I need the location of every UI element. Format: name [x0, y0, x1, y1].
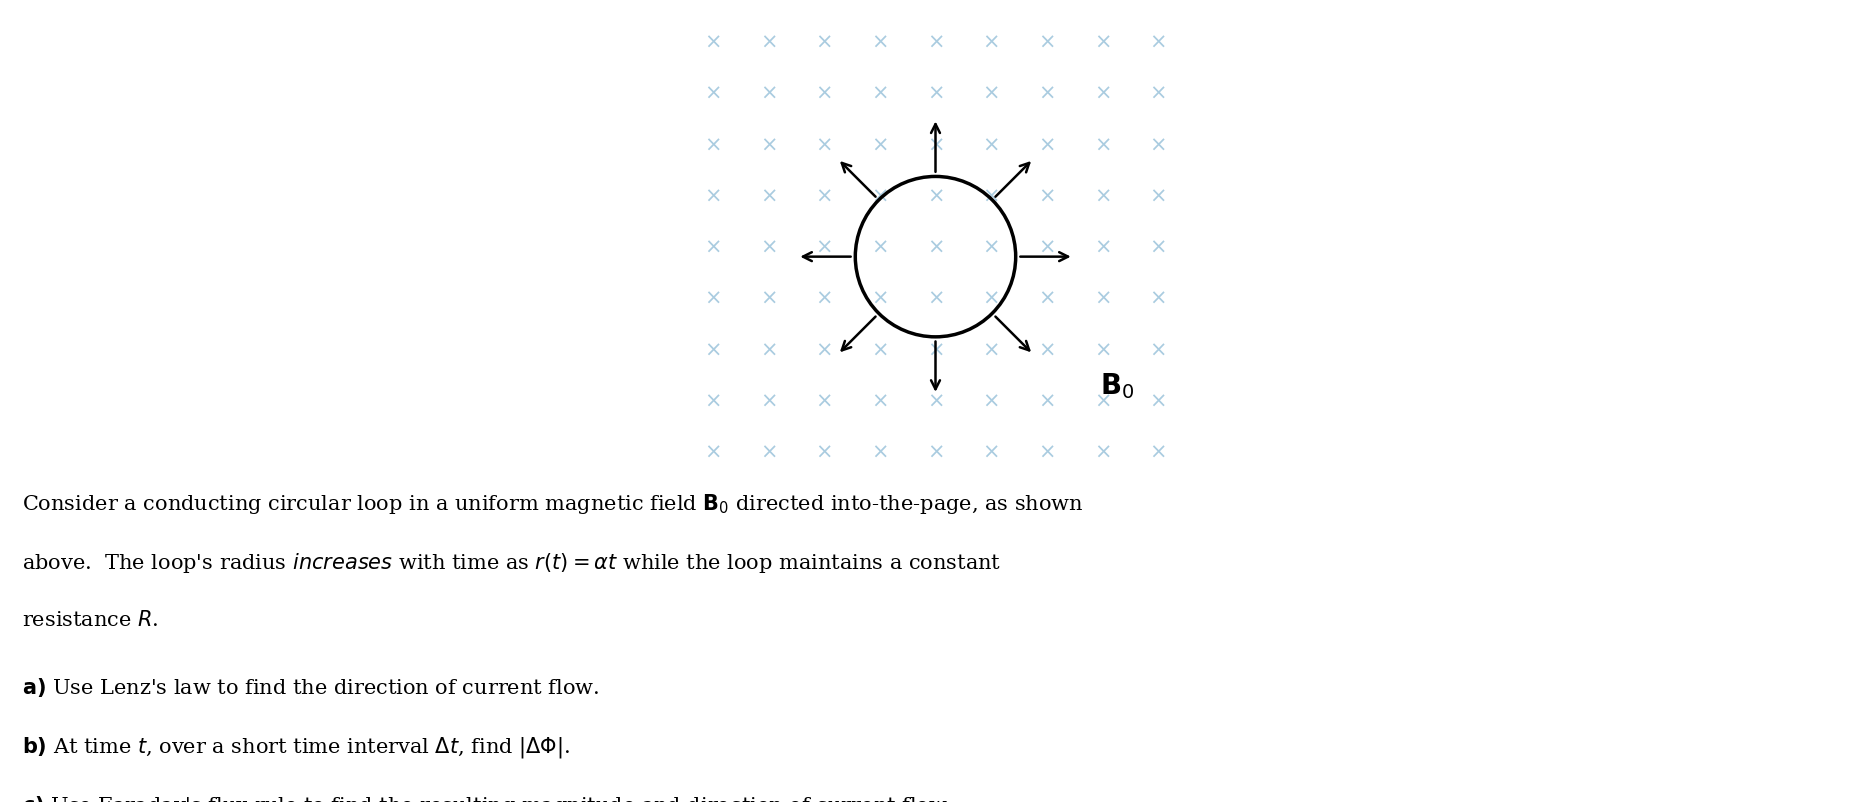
Text: ×: × — [1095, 33, 1111, 53]
Text: ×: × — [1038, 84, 1055, 104]
Text: ×: × — [703, 340, 722, 360]
Text: ×: × — [1095, 237, 1111, 257]
Text: ×: × — [982, 33, 999, 53]
Text: ×: × — [982, 237, 999, 257]
Text: ×: × — [816, 289, 833, 309]
Text: ×: × — [1149, 187, 1168, 206]
Text: ×: × — [1095, 289, 1111, 309]
Text: ×: × — [1095, 84, 1111, 104]
Text: ×: × — [760, 237, 776, 257]
Text: ×: × — [982, 289, 999, 309]
Text: ×: × — [872, 443, 889, 463]
Text: ×: × — [816, 443, 833, 463]
Text: ×: × — [760, 289, 776, 309]
Text: ×: × — [1149, 340, 1168, 360]
Text: ×: × — [1038, 237, 1055, 257]
Text: ×: × — [1038, 187, 1055, 206]
Text: ×: × — [872, 237, 889, 257]
Text: ×: × — [982, 136, 999, 156]
Text: $\mathbf{B}_0$: $\mathbf{B}_0$ — [1100, 371, 1134, 401]
Text: ×: × — [926, 136, 945, 156]
Text: ×: × — [1149, 391, 1168, 411]
Text: ×: × — [760, 33, 776, 53]
Text: ×: × — [703, 289, 722, 309]
Text: ×: × — [816, 84, 833, 104]
Text: ×: × — [760, 136, 776, 156]
Text: $\mathbf{a)}$ Use Lenz's law to find the direction of current flow.: $\mathbf{a)}$ Use Lenz's law to find the… — [22, 675, 601, 699]
Text: ×: × — [1149, 33, 1168, 53]
Text: ×: × — [703, 84, 722, 104]
Text: resistance $R$.: resistance $R$. — [22, 610, 159, 630]
Text: ×: × — [1095, 136, 1111, 156]
Text: ×: × — [1149, 289, 1168, 309]
Text: ×: × — [816, 136, 833, 156]
Text: ×: × — [872, 340, 889, 360]
Text: ×: × — [926, 340, 945, 360]
Text: ×: × — [760, 443, 776, 463]
Text: ×: × — [1038, 340, 1055, 360]
Text: ×: × — [1095, 187, 1111, 206]
Text: ×: × — [872, 33, 889, 53]
Text: Consider a conducting circular loop in a uniform magnetic field $\mathbf{B}_0$ d: Consider a conducting circular loop in a… — [22, 492, 1083, 516]
Text: ×: × — [926, 33, 945, 53]
Text: ×: × — [703, 391, 722, 411]
Text: ×: × — [816, 237, 833, 257]
Text: ×: × — [1038, 33, 1055, 53]
Text: ×: × — [760, 187, 776, 206]
Text: ×: × — [982, 84, 999, 104]
Text: ×: × — [1095, 443, 1111, 463]
Text: ×: × — [1038, 443, 1055, 463]
Text: ×: × — [1149, 136, 1168, 156]
Text: $\mathbf{b)}$ At time $t$, over a short time interval $\Delta t$, find $|\Delta\: $\mathbf{b)}$ At time $t$, over a short … — [22, 735, 571, 759]
Text: ×: × — [1038, 136, 1055, 156]
Text: above.  The loop's radius $\mathit{increases}$ with time as $r(t) = \alpha t$ wh: above. The loop's radius $\mathit{increa… — [22, 551, 1001, 575]
Text: ×: × — [760, 84, 776, 104]
Text: ×: × — [872, 136, 889, 156]
Text: ×: × — [760, 340, 776, 360]
Text: ×: × — [760, 391, 776, 411]
Text: ×: × — [982, 443, 999, 463]
Text: ×: × — [1095, 340, 1111, 360]
Text: ×: × — [816, 33, 833, 53]
Text: ×: × — [926, 187, 945, 206]
Text: ×: × — [926, 289, 945, 309]
Text: ×: × — [703, 187, 722, 206]
Text: ×: × — [703, 33, 722, 53]
Text: ×: × — [1095, 391, 1111, 411]
Text: ×: × — [872, 84, 889, 104]
Text: ×: × — [703, 237, 722, 257]
Text: ×: × — [872, 289, 889, 309]
Text: ×: × — [1038, 391, 1055, 411]
Text: ×: × — [1038, 289, 1055, 309]
Text: ×: × — [872, 187, 889, 206]
Text: ×: × — [1149, 84, 1168, 104]
Text: ×: × — [816, 187, 833, 206]
Text: ×: × — [926, 443, 945, 463]
Text: ×: × — [926, 237, 945, 257]
Text: ×: × — [982, 187, 999, 206]
Text: ×: × — [1149, 443, 1168, 463]
Text: ×: × — [982, 391, 999, 411]
Text: ×: × — [982, 340, 999, 360]
Text: ×: × — [1149, 237, 1168, 257]
Text: ×: × — [926, 391, 945, 411]
Text: ×: × — [703, 443, 722, 463]
Text: ×: × — [872, 391, 889, 411]
Text: ×: × — [816, 391, 833, 411]
Text: ×: × — [926, 84, 945, 104]
Text: ×: × — [703, 136, 722, 156]
Text: ×: × — [816, 340, 833, 360]
Text: $\mathbf{c)}$ Use Faraday's flux rule to find the resulting magnitude and direct: $\mathbf{c)}$ Use Faraday's flux rule to… — [22, 793, 954, 802]
